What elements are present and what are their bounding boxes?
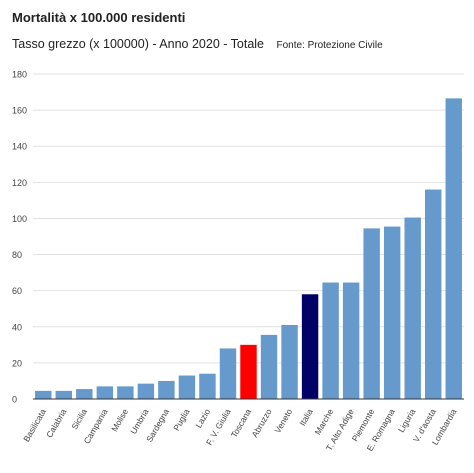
y-tick-label: 40 — [12, 322, 22, 332]
bar — [363, 228, 380, 400]
bar — [260, 334, 278, 399]
chart-subtitle: Tasso grezzo (x 100000) - Anno 2020 - To… — [12, 37, 265, 51]
bar — [445, 98, 462, 400]
y-tick-label: 60 — [12, 286, 22, 296]
x-tick-label: Italia — [297, 407, 315, 428]
bar — [76, 389, 93, 399]
x-tick-label: Lazio — [193, 407, 212, 430]
bar — [117, 386, 134, 399]
y-tick-label: 180 — [12, 70, 27, 80]
bar — [383, 226, 401, 399]
x-tick-label: Calabria — [44, 407, 69, 440]
x-tick-label: Molise — [109, 407, 130, 434]
y-tick-label: 80 — [12, 250, 22, 260]
bar — [281, 324, 298, 399]
bar — [35, 390, 52, 400]
bar — [137, 383, 155, 399]
y-tick-label: 120 — [12, 178, 27, 188]
chart-title: Mortalità x 100.000 residenti — [12, 10, 186, 25]
x-tick-label: Veneto — [272, 407, 294, 435]
bar — [219, 348, 237, 399]
subtitle-row: Tasso grezzo (x 100000) - Anno 2020 - To… — [12, 35, 383, 53]
bar — [96, 386, 114, 399]
chart-source: Fonte: Protezione Civile — [276, 40, 383, 51]
bar — [322, 282, 339, 399]
y-tick-label: 0 — [12, 395, 17, 405]
bar — [158, 380, 175, 399]
bar — [404, 217, 421, 399]
x-tick-label: Sicilia — [69, 407, 89, 431]
bar — [199, 373, 216, 399]
bar — [342, 282, 360, 399]
y-tick-label: 20 — [12, 358, 22, 368]
bar — [425, 189, 442, 399]
y-tick-label: 160 — [12, 106, 27, 116]
x-tick-label: Liguria — [396, 407, 418, 434]
y-tick-label: 100 — [12, 214, 27, 224]
x-tick-label: Basilicata — [21, 407, 48, 444]
y-tick-label: 140 — [12, 142, 27, 152]
x-tick-label: Puglia — [171, 407, 192, 433]
bar — [301, 294, 319, 399]
bar — [178, 375, 196, 399]
bar — [240, 344, 257, 399]
x-tick-label: Abruzzo — [249, 407, 273, 439]
bar — [55, 390, 72, 400]
